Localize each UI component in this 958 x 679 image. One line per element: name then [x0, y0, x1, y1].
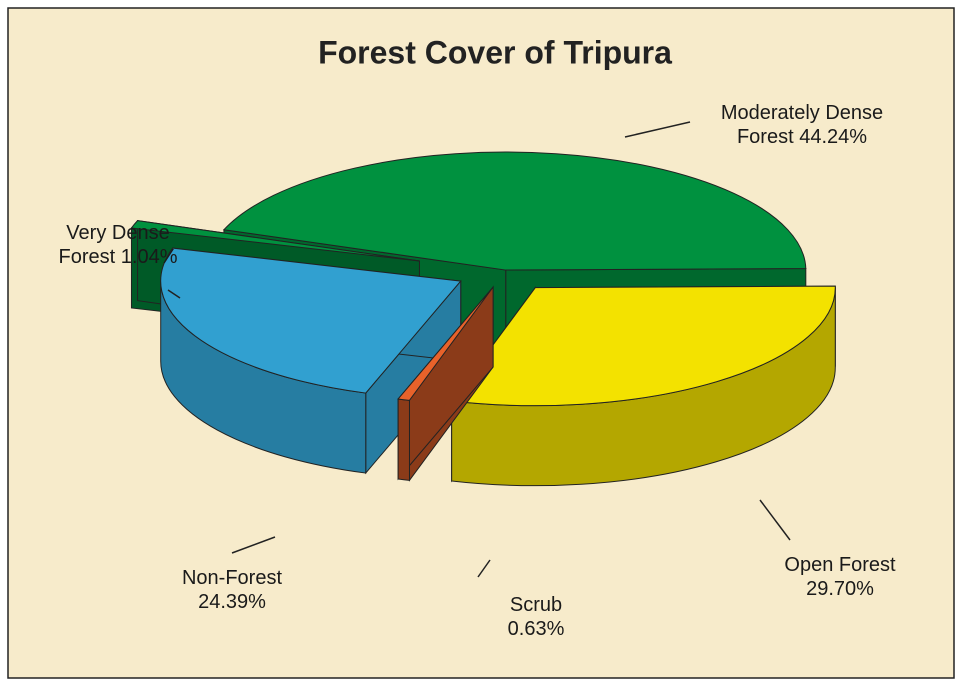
label-text: 44.24%: [799, 126, 868, 148]
label-text: Very Dense Forest: [58, 222, 170, 268]
chart-title: Forest Cover of Tripura: [318, 34, 672, 70]
slice-top: [222, 151, 807, 271]
leader-line: [477, 559, 491, 578]
slice-label: Very Dense Forest 1.04%: [38, 221, 198, 269]
label-text: Open Forest: [784, 554, 896, 576]
label-text: 29.70%: [806, 578, 874, 600]
label-text: Non-Forest: [181, 567, 283, 589]
leader-line: [167, 289, 181, 299]
slice-side: [397, 398, 410, 481]
slice-top: [130, 220, 420, 262]
label-text: Moderately Dense Forest: [720, 102, 884, 148]
slice-top: [397, 286, 494, 401]
pie-slice: [450, 285, 836, 487]
slice-label: Scrub 0.63%: [496, 593, 576, 641]
slice-label: Moderately Dense Forest 44.24%: [702, 101, 902, 149]
slice-top: [160, 247, 462, 394]
leader-line: [624, 121, 691, 138]
pie-slice: [397, 285, 494, 482]
leader-line: [759, 499, 791, 541]
label-text: 0.63%: [507, 618, 565, 640]
leader-line: [231, 536, 276, 554]
slice-top: [450, 285, 836, 407]
slice-label: Open Forest 29.70%: [765, 553, 915, 601]
slice-label: Non-Forest 24.39%: [167, 566, 297, 614]
label-text: Scrub: [509, 594, 563, 616]
label-text: 24.39%: [198, 591, 266, 613]
label-text: 1.04%: [120, 246, 178, 268]
pie-slice: [160, 247, 462, 475]
